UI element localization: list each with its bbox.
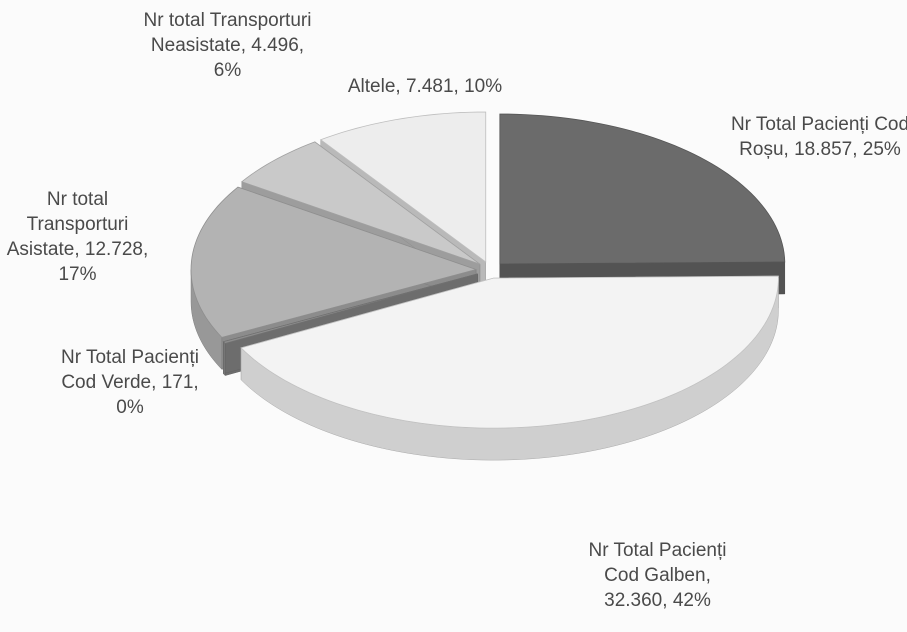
label-part: 0% [116,397,144,418]
data-label: Altele, 7.481, 10% [320,74,530,99]
slice [499,113,786,265]
label-separator: , [662,590,673,611]
label-separator: , [193,372,199,393]
label-separator: , [705,565,711,586]
label-part: 42% [672,590,711,611]
slice [319,111,487,263]
slice [240,141,481,265]
data-label: Nr Total Pacienți Cod Roșu, 18.857, 25% [730,112,907,162]
data-label: Nr total Transporturi Asistate, 12.728, … [0,187,155,287]
label-part: 12.728 [84,239,143,260]
data-label: Nr Total Pacienți Cod Galben, 32.360, 42… [570,538,745,613]
label-separator: , [74,239,85,260]
label-part: Nr Total Pacienți Cod Roșu [730,114,907,160]
label-separator: , [783,139,795,160]
label-separator: , [298,35,305,56]
slice [240,275,779,429]
data-label: Nr Total Pacienți Cod Verde, 171, 0% [45,345,215,420]
label-part: 6% [213,60,242,81]
slice [190,186,478,338]
label-separator: , [151,372,162,393]
label-separator: , [453,76,465,97]
label-part: Nr Total Pacienți Cod Verde [61,347,199,393]
label-part: 17% [58,264,97,285]
label-separator: , [143,239,149,260]
label-separator: , [395,76,406,97]
label-part: Nr Total Pacienți Cod Galben [588,540,727,586]
label-part: Nr total Transporturi Neasistate [143,10,312,56]
label-part: 4.496 [251,35,299,56]
label-part: 171 [161,372,194,393]
label-part: 7.481 [405,76,454,97]
label-separator: , [240,35,252,56]
label-separator: , [852,139,863,160]
label-part: 32.360 [604,590,663,611]
label-part: 10% [464,76,503,97]
label-part: 18.857 [794,139,853,160]
data-label: Nr total Transporturi Neasistate, 4.496,… [140,8,315,83]
slice [222,273,478,345]
label-part: Altele [347,76,396,97]
label-part: Nr total Transporturi Asistate [6,189,129,260]
label-part: 25% [862,139,901,160]
slice-side [223,341,226,377]
